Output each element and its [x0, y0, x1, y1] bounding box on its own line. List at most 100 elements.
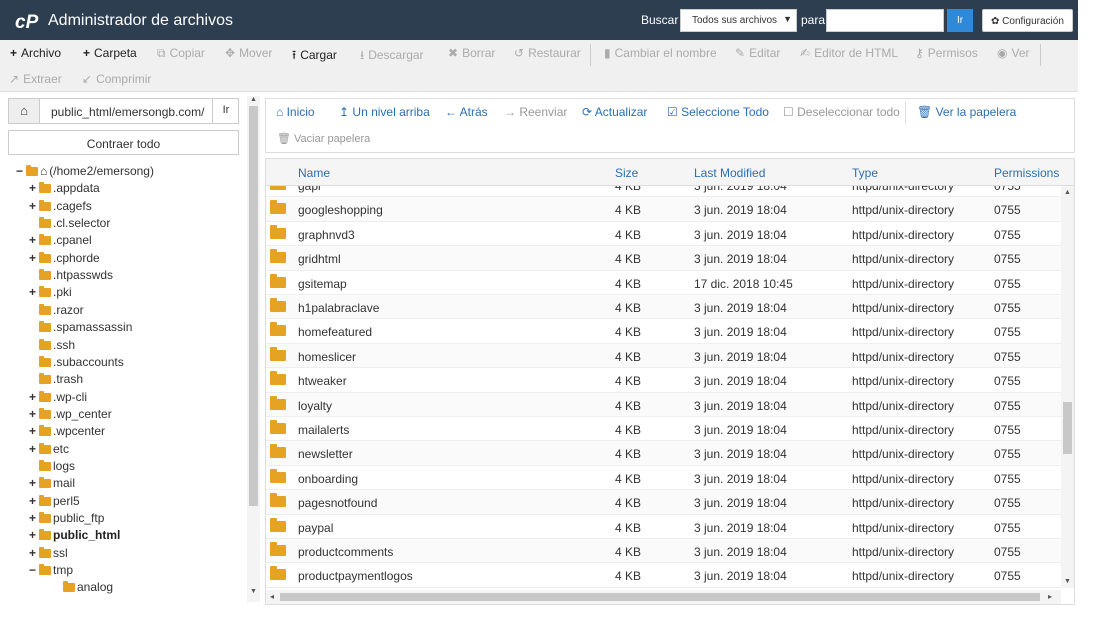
expand-icon[interactable]: + — [28, 181, 36, 196]
table-row[interactable]: htweaker 4 KB 3 jun. 2019 18:04 httpd/unix-… — [266, 368, 1061, 393]
scroll-up-icon[interactable]: ▲ — [250, 96, 257, 103]
tree-item[interactable]: + perl5 — [28, 494, 80, 510]
restore-button[interactable]: ↺ Restaurar — [514, 46, 581, 60]
tree-item[interactable]: + .wp_center — [28, 407, 112, 423]
tree-item[interactable]: + .appdata — [28, 181, 100, 197]
tree-item[interactable]: .spamassassin — [28, 320, 132, 336]
table-row[interactable]: homeslicer 4 KB 3 jun. 2019 18:04 httpd/uni… — [266, 343, 1061, 369]
table-row[interactable]: h1palabraclave 4 KB 3 jun. 2019 18:04 httpd… — [266, 295, 1061, 320]
search-scope-select[interactable]: Todos sus archivos ▼ — [680, 9, 797, 32]
tree-item[interactable]: − tmp — [28, 563, 73, 579]
table-row[interactable]: gridhtml 4 KB 3 jun. 2019 18:04 httpd/unix-… — [266, 246, 1061, 271]
expand-icon[interactable]: + — [28, 250, 36, 265]
path-go-button[interactable]: Ir — [212, 99, 239, 123]
expand-icon[interactable]: + — [28, 285, 36, 300]
scroll-left-icon[interactable]: ◂ — [270, 592, 275, 601]
column-header-size[interactable]: Size — [615, 166, 639, 180]
tree-item[interactable]: + .wpcenter — [28, 424, 105, 440]
expand-icon[interactable]: + — [28, 424, 36, 439]
tree-item[interactable]: + .pki — [28, 285, 72, 301]
table-row[interactable]: graphnvd3 4 KB 3 jun. 2019 18:04 httpd/unix… — [266, 221, 1061, 247]
column-header-type[interactable]: Type — [852, 166, 879, 180]
tree-item[interactable]: + mail — [28, 476, 75, 492]
new-file-button[interactable]: + Archivo — [10, 46, 61, 60]
table-row[interactable]: paypal 4 KB 3 jun. 2019 18:04 httpd/unix-di… — [266, 514, 1061, 539]
scroll-down-icon[interactable]: ▼ — [1064, 578, 1071, 585]
home-icon[interactable]: ⌂ — [9, 99, 40, 123]
view-button[interactable]: ◉ Ver — [997, 46, 1030, 60]
collapse-all-button[interactable]: Contraer todo — [8, 130, 239, 155]
settings-button[interactable]: ✿ Configuración — [982, 9, 1073, 32]
select-all-button[interactable]: ☑ Seleccione Todo — [667, 105, 769, 119]
tree-item[interactable]: + .cpanel — [28, 233, 92, 249]
expand-icon[interactable]: + — [28, 528, 36, 543]
column-header-permissions[interactable]: Permissions — [994, 166, 1060, 180]
up-level-button[interactable]: ↥ Un nivel arriba — [339, 105, 430, 119]
table-vertical-scrollbar[interactable]: ▲ ▼ — [1061, 186, 1074, 588]
permissions-button[interactable]: ⚷ Permisos — [915, 46, 978, 60]
upload-button[interactable]: ⭱ Cargar — [292, 46, 337, 67]
tree-item[interactable]: .htpasswds — [28, 268, 113, 284]
table-row[interactable]: productpaymentlogos 4 KB 3 jun. 2019 18:04… — [266, 563, 1061, 588]
expand-icon[interactable]: + — [28, 493, 36, 508]
table-horizontal-scrollbar[interactable]: ◂ ▸ — [266, 590, 1061, 604]
collapse-icon[interactable]: − — [28, 563, 36, 578]
table-row[interactable]: googleshopping 4 KB 3 jun. 2019 18:04 httpd… — [266, 197, 1061, 222]
refresh-button[interactable]: ⟳ Actualizar — [582, 105, 647, 119]
scrollbar-thumb[interactable] — [249, 106, 258, 506]
table-row[interactable]: onboarding 4 KB 3 jun. 2019 18:04 httpd/uni… — [266, 465, 1061, 491]
html-editor-button[interactable]: ✍ Editor de HTML — [800, 46, 898, 60]
tree-item[interactable]: .cl.selector — [28, 216, 110, 232]
tree-item[interactable]: + .cphorde — [28, 251, 100, 267]
tree-item[interactable]: + ssl — [28, 546, 68, 562]
collapse-icon[interactable]: − — [15, 164, 23, 178]
table-row[interactable]: newsletter 4 KB 3 jun. 2019 18:04 httpd/uni… — [266, 441, 1061, 466]
view-trash-button[interactable]: 🗑 Ver la papelera — [917, 105, 1016, 119]
empty-trash-button[interactable]: 🗑 Vaciar papelera — [277, 132, 370, 145]
tree-item[interactable]: .ssh — [28, 338, 75, 354]
path-input[interactable]: public_html/emersongb.com/ — [51, 105, 205, 119]
extract-button[interactable]: ↗ Extraer — [9, 72, 62, 86]
search-go-button[interactable]: Ir — [947, 9, 973, 32]
table-row[interactable]: mailalerts 4 KB 3 jun. 2019 18:04 httpd/uni… — [266, 417, 1061, 442]
tree-item[interactable]: logs — [28, 459, 75, 475]
table-row[interactable]: gapi 4 KB 3 jun. 2019 18:04 httpd/unix-dire… — [266, 186, 1061, 198]
expand-icon[interactable]: + — [28, 476, 36, 491]
move-button[interactable]: ✥ Mover — [225, 46, 272, 60]
download-button[interactable]: ⭳ Descargar — [360, 46, 424, 67]
tree-item[interactable]: + .cagefs — [28, 199, 92, 215]
tree-item[interactable]: analog — [52, 580, 113, 596]
scroll-right-icon[interactable]: ▸ — [1048, 592, 1053, 601]
expand-icon[interactable]: + — [28, 389, 36, 404]
column-header-modified[interactable]: Last Modified — [694, 166, 766, 180]
scrollbar-thumb[interactable] — [280, 593, 1040, 601]
search-input[interactable] — [826, 9, 944, 32]
deselect-all-button[interactable]: ☐ Deseleccionar todo — [783, 105, 900, 119]
expand-icon[interactable]: + — [28, 511, 36, 525]
tree-item[interactable]: + public_html — [28, 528, 120, 544]
compress-button[interactable]: ↙ Comprimir — [82, 72, 151, 86]
table-row[interactable]: productcomments 4 KB 3 jun. 2019 18:04 http… — [266, 539, 1061, 564]
forward-button[interactable]: → Reenviar — [504, 105, 567, 119]
table-row[interactable]: homefeatured 4 KB 3 jun. 2019 18:04 httpd/u… — [266, 319, 1061, 344]
copy-button[interactable]: ⧉ Copiar — [157, 46, 205, 61]
column-header-name[interactable]: Name — [298, 166, 331, 180]
scroll-down-icon[interactable]: ▼ — [250, 588, 257, 595]
expand-icon[interactable]: + — [28, 406, 36, 421]
tree-item[interactable]: + .wp-cli — [28, 390, 87, 406]
scrollbar-thumb[interactable] — [1063, 402, 1072, 454]
tree-item[interactable]: .razor — [28, 303, 84, 319]
table-row[interactable]: loyalty 4 KB 3 jun. 2019 18:04 httpd/unix-d… — [266, 392, 1061, 417]
scroll-up-icon[interactable]: ▲ — [1064, 189, 1071, 196]
expand-icon[interactable]: + — [28, 441, 36, 456]
rename-button[interactable]: ▮ Cambiar el nombre — [604, 46, 717, 60]
table-row[interactable]: pagesnotfound 4 KB 3 jun. 2019 18:04 httpd/… — [266, 490, 1061, 515]
delete-button[interactable]: ✖ Borrar — [448, 46, 495, 60]
tree-item[interactable]: + etc — [28, 442, 69, 458]
tree-item[interactable]: − ⌂ (/home2/emersong) — [15, 164, 154, 180]
table-row[interactable]: gsitemap 4 KB 17 dic. 2018 10:45 httpd/unix… — [266, 270, 1061, 295]
expand-icon[interactable]: + — [28, 545, 36, 560]
expand-icon[interactable]: + — [28, 233, 36, 248]
tree-scrollbar[interactable]: ▲ ▼ — [247, 96, 260, 602]
tree-item[interactable]: .trash — [28, 372, 83, 388]
